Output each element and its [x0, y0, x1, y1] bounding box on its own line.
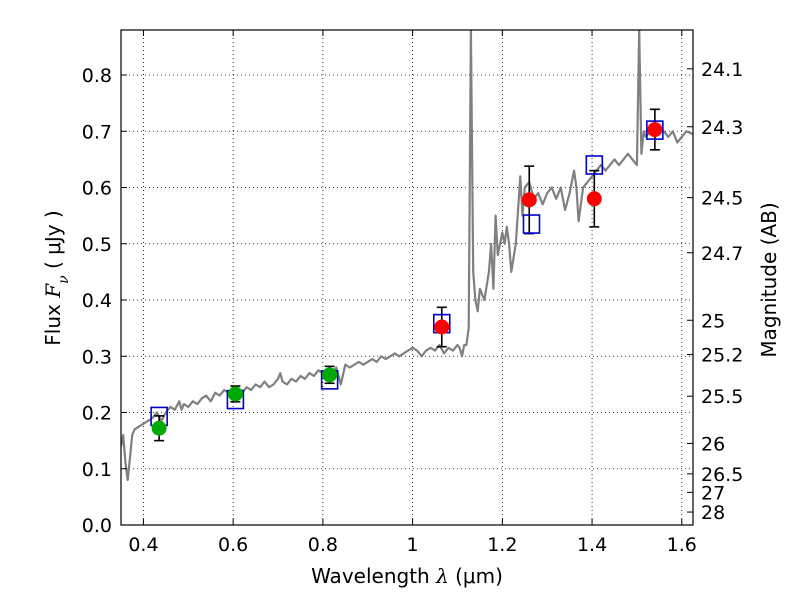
y2-tick-label: 24.5 — [701, 188, 743, 210]
x-tick-label: 1.4 — [577, 534, 607, 556]
plot-area — [121, 30, 693, 525]
optical-point — [227, 386, 243, 402]
y2-tick-label: 26.5 — [701, 464, 743, 486]
x-tick-label: 1.2 — [487, 534, 517, 556]
y2-tick-label: 24.3 — [701, 117, 743, 139]
y-tick-label: 0.3 — [82, 346, 112, 368]
nir-point — [586, 191, 602, 207]
y-tick-label: 0.1 — [82, 459, 112, 481]
y2-axis-title: Magnitude (AB) — [757, 202, 781, 357]
y-tick-label: 0.7 — [82, 121, 112, 143]
optical-point — [322, 367, 338, 383]
y2-tick-label: 26 — [701, 433, 725, 455]
model-square-marker — [585, 155, 604, 175]
y2-tick-label: 24.1 — [701, 59, 743, 81]
y-tick-label: 0.0 — [82, 515, 112, 537]
y-tick-label: 0.4 — [82, 290, 112, 312]
model-square-marker — [522, 214, 541, 234]
nir-point — [647, 122, 663, 138]
y2-tick-label: 25 — [701, 310, 725, 332]
y-tick-label: 0.6 — [82, 178, 112, 200]
data-layer — [121, 30, 693, 482]
y2-tick-label: 27 — [701, 482, 725, 504]
plot-frame — [120, 29, 694, 526]
model-square-marker — [646, 120, 664, 140]
y-axis-title: Flux Fν ( μJy ) — [41, 210, 72, 345]
x-axis-title: Wavelength λ (μm) — [311, 564, 503, 588]
y-axis-title-subscript: ν — [56, 275, 72, 284]
x-axis-title-symbol: λ — [435, 564, 449, 588]
optical-point — [151, 420, 167, 436]
x-tick-label: 1.6 — [667, 534, 697, 556]
y-tick-label: 0.2 — [82, 403, 112, 425]
y-tick-label: 0.8 — [82, 65, 112, 87]
nir-point — [521, 192, 537, 208]
y2-tick-label: 24.7 — [701, 243, 743, 265]
y2-tick-label: 25.2 — [701, 345, 743, 367]
y2-tick-label: 25.5 — [701, 386, 743, 408]
y2-tick-label: 28 — [701, 502, 725, 524]
x-axis-title-prefix: Wavelength — [311, 564, 430, 588]
spectrum-line — [121, 30, 693, 482]
x-tick-label: 0.8 — [308, 534, 338, 556]
x-tick-label: 0.4 — [128, 534, 158, 556]
y-axis-title-prefix: Flux — [41, 304, 65, 346]
y-tick-label: 0.5 — [82, 234, 112, 256]
x-tick-label: 0.6 — [218, 534, 248, 556]
axes: 0.4 0.6 0.8 1 1.2 1.4 1.6 0.0 0.1 0.2 0.3 0.4 0.5 0.6… — [82, 30, 743, 556]
nir-point — [434, 319, 450, 335]
y-axis-title-unit: ( μJy ) — [41, 210, 65, 269]
x-tick-label: 1 — [407, 534, 419, 556]
x-axis-title-unit: (μm) — [455, 564, 503, 588]
y-axis-title-symbol: F — [41, 283, 65, 299]
